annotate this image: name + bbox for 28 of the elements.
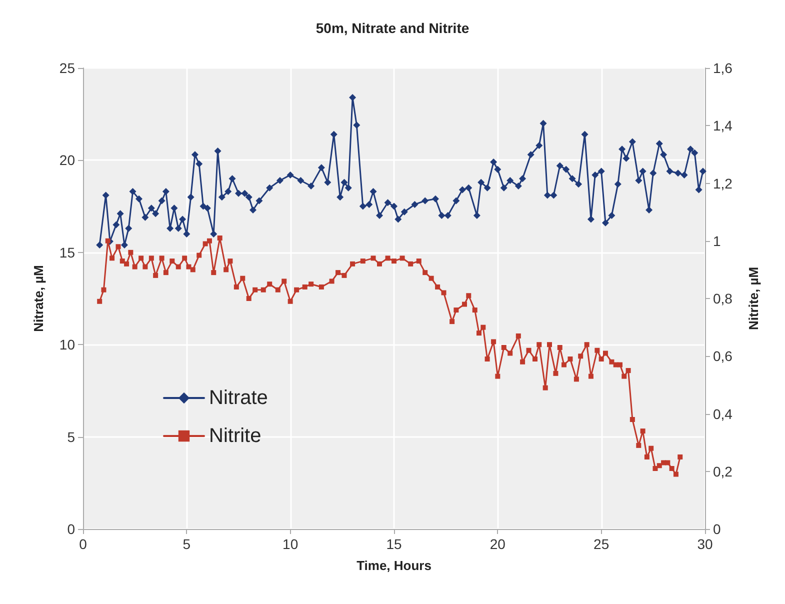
legend-label: Nitrite bbox=[209, 425, 262, 447]
x-tick-label: 30 bbox=[697, 536, 713, 552]
y2-tick-label: 1 bbox=[713, 232, 721, 249]
y2-tick-label: 1,2 bbox=[713, 175, 733, 192]
y-tick-label: 15 bbox=[59, 244, 76, 260]
y2-tick-label: 0,2 bbox=[713, 463, 733, 480]
x-tick-label: 10 bbox=[282, 536, 298, 552]
y2-tick-label: 1,6 bbox=[713, 60, 733, 76]
y2-tick-label: 0 bbox=[713, 521, 721, 537]
y-axis-title: Nitrate, µM bbox=[31, 265, 46, 332]
y2-tick-label: 1,4 bbox=[713, 118, 733, 134]
legend-label: Nitrate bbox=[209, 387, 268, 409]
x-tick-label: 5 bbox=[182, 536, 191, 552]
x-tick-label: 25 bbox=[594, 536, 610, 552]
x-axis-title: Time, Hours bbox=[356, 558, 432, 573]
y-tick-label: 10 bbox=[59, 336, 76, 353]
y-tick-label: 0 bbox=[67, 521, 76, 537]
y2-tick-label: 0,6 bbox=[713, 348, 733, 364]
y-tick-label: 25 bbox=[59, 60, 76, 76]
x-tick-label: 0 bbox=[79, 536, 88, 552]
chart-title: 50m, Nitrate and Nitrite bbox=[316, 20, 470, 36]
y-tick-label: 5 bbox=[67, 428, 76, 445]
y2-tick-label: 0,8 bbox=[713, 290, 733, 306]
y2-axis-title: Nitrite, µM bbox=[746, 266, 761, 330]
y2-tick-label: 0,4 bbox=[713, 406, 733, 422]
y-tick-label: 20 bbox=[59, 152, 76, 168]
x-tick-label: 15 bbox=[386, 536, 402, 552]
x-tick-label: 20 bbox=[490, 536, 506, 552]
